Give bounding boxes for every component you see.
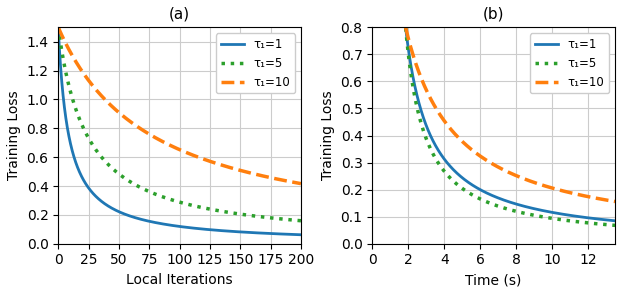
τ₁=1	[55, 26, 62, 29]
τ₁=10	[290, 181, 297, 184]
τ₁=10	[440, 119, 448, 123]
Y-axis label: Training Loss: Training Loss	[321, 91, 335, 180]
τ₁=1	[67, 142, 75, 146]
τ₁=5	[55, 26, 62, 29]
τ₁=5	[297, 219, 305, 223]
τ₁=10	[290, 181, 298, 184]
τ₁=1	[166, 223, 174, 227]
τ₁=1	[297, 233, 305, 236]
Y-axis label: Training Loss: Training Loss	[7, 91, 21, 180]
τ₁=1	[440, 157, 448, 161]
τ₁=5	[611, 224, 619, 227]
X-axis label: Time (s): Time (s)	[465, 273, 522, 287]
τ₁=10	[166, 143, 174, 147]
Legend: τ₁=1, τ₁=5, τ₁=10: τ₁=1, τ₁=5, τ₁=10	[530, 33, 609, 93]
X-axis label: Local Iterations: Local Iterations	[126, 273, 233, 287]
τ₁=1	[611, 219, 619, 223]
τ₁=10	[172, 146, 180, 150]
Line: τ₁=10: τ₁=10	[58, 27, 301, 184]
τ₁=1	[461, 178, 468, 182]
τ₁=5	[402, 26, 409, 30]
τ₁=1	[246, 231, 253, 234]
Title: (b): (b)	[483, 7, 504, 22]
Line: τ₁=10: τ₁=10	[406, 28, 615, 201]
τ₁=10	[524, 178, 532, 182]
τ₁=5	[524, 212, 532, 216]
τ₁=5	[246, 213, 253, 217]
τ₁=5	[491, 203, 498, 207]
τ₁=10	[55, 26, 62, 29]
τ₁=10	[611, 200, 619, 203]
τ₁=10	[491, 163, 498, 167]
Legend: τ₁=1, τ₁=5, τ₁=10: τ₁=1, τ₁=5, τ₁=10	[216, 33, 295, 93]
τ₁=5	[461, 188, 468, 192]
τ₁=5	[166, 198, 174, 201]
τ₁=1	[524, 206, 532, 209]
τ₁=1	[172, 224, 180, 228]
τ₁=10	[461, 142, 468, 146]
Title: (a): (a)	[169, 7, 190, 22]
τ₁=1	[290, 233, 297, 236]
Line: τ₁=1: τ₁=1	[58, 27, 301, 235]
τ₁=10	[246, 171, 253, 175]
τ₁=10	[402, 26, 409, 29]
τ₁=1	[544, 210, 551, 213]
τ₁=5	[544, 216, 551, 219]
τ₁=10	[297, 182, 305, 186]
τ₁=1	[290, 233, 298, 236]
τ₁=10	[67, 51, 75, 54]
τ₁=5	[290, 218, 297, 222]
τ₁=5	[550, 217, 558, 220]
Line: τ₁=5: τ₁=5	[406, 28, 615, 225]
τ₁=5	[290, 218, 298, 222]
τ₁=5	[172, 199, 180, 203]
τ₁=1	[550, 211, 558, 215]
Line: τ₁=1: τ₁=1	[406, 28, 615, 221]
τ₁=1	[491, 195, 498, 198]
τ₁=1	[402, 26, 409, 30]
Line: τ₁=5: τ₁=5	[58, 27, 301, 221]
τ₁=10	[550, 187, 558, 191]
τ₁=5	[67, 91, 75, 94]
τ₁=5	[440, 170, 448, 173]
τ₁=10	[544, 185, 551, 188]
